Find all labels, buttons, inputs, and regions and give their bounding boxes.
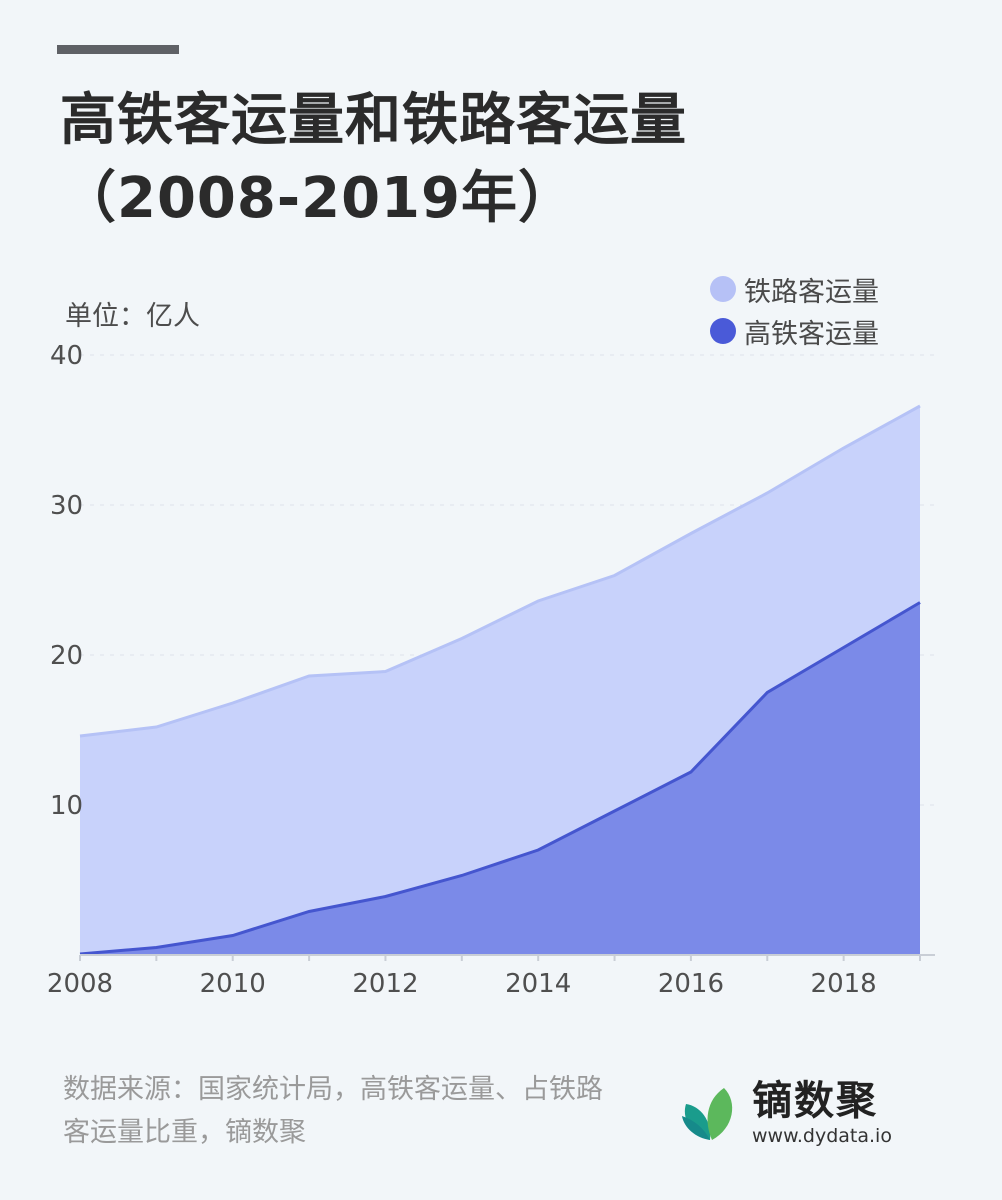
legend-label-railway: 铁路客运量 [744, 276, 879, 308]
page-title: 高铁客运量和铁路客运量 （2008-2019年） [60, 82, 687, 238]
series-line-railway [79, 404, 921, 738]
header-accent-bar [57, 45, 179, 54]
brand-name: 镝数聚 [752, 1078, 878, 1124]
brand-block: 镝数聚 www.dydata.io [680, 1078, 892, 1148]
brand-logo-icon [682, 1088, 733, 1140]
legend-dot-railway [710, 276, 736, 302]
y-tick-label-10: 10 [50, 791, 83, 821]
title-line-1: 高铁客运量和铁路客运量 [60, 88, 687, 153]
legend-item-railway: 铁路客运量 [710, 268, 879, 310]
unit-label: 单位：亿人 [65, 301, 200, 332]
x-tick-label-2016: 2016 [658, 969, 724, 999]
legend-item-hsr: 高铁客运量 [710, 310, 879, 352]
y-tick-label-20: 20 [50, 641, 83, 671]
title-line-2: （2008-2019年） [60, 166, 575, 231]
legend-dot-hsr [710, 318, 736, 344]
series-area-hsr [80, 602, 920, 955]
brand-url: www.dydata.io [752, 1125, 892, 1147]
series-line-hsr [79, 601, 921, 956]
chart-legend: 铁路客运量 高铁客运量 [710, 268, 879, 352]
legend-label-hsr: 高铁客运量 [744, 318, 879, 350]
x-tick-label-2010: 2010 [200, 969, 266, 999]
x-tick-label-2018: 2018 [811, 969, 877, 999]
data-source-note: 数据来源：国家统计局，高铁客运量、占铁路客运量比重，镝数聚 [63, 1074, 603, 1148]
y-tick-label-40: 40 [50, 341, 83, 371]
x-tick-label-2012: 2012 [352, 969, 418, 999]
y-tick-label-30: 30 [50, 491, 83, 521]
x-tick-label-2008: 2008 [47, 969, 113, 999]
x-tick-label-2014: 2014 [505, 969, 571, 999]
